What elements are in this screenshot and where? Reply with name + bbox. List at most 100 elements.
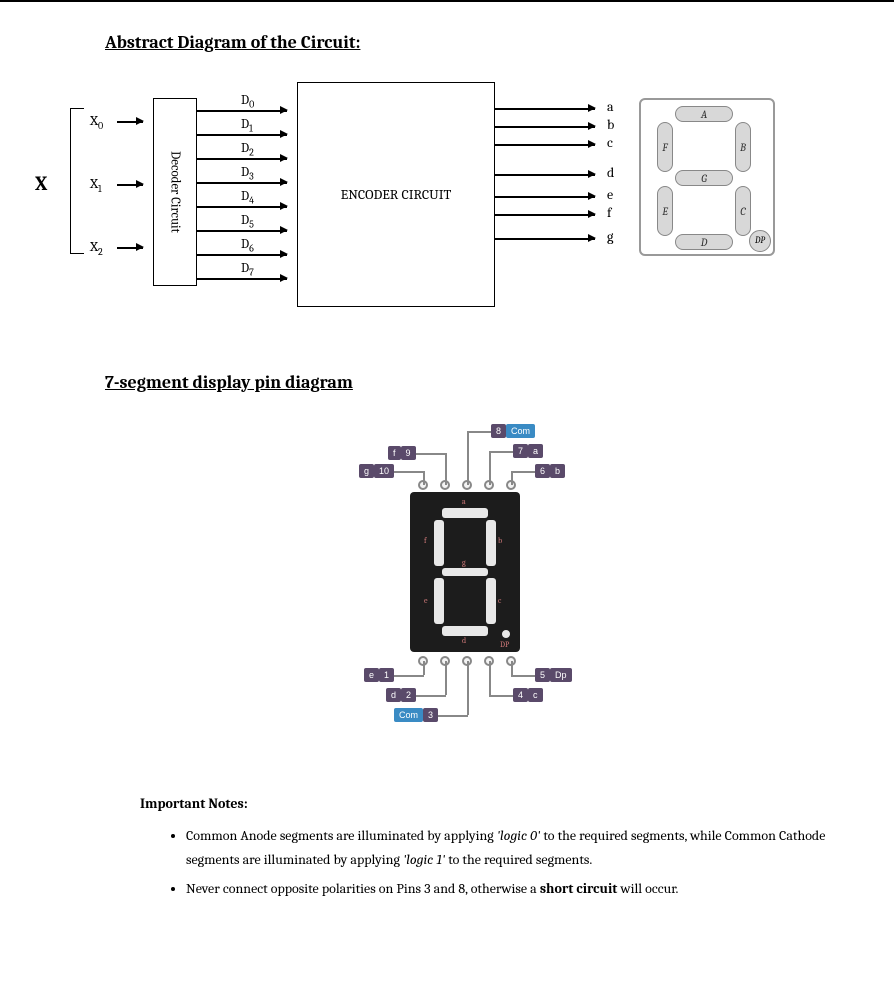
- pin-tag: 2d: [386, 688, 416, 702]
- inner-seg-d: [442, 626, 488, 636]
- pin-wire: [511, 471, 513, 485]
- inner-seg-b: [486, 520, 496, 566]
- output-label: a: [607, 98, 614, 115]
- note-em: 'logic 1': [403, 851, 445, 868]
- note-text: to the required segments.: [445, 851, 592, 868]
- inner-seg-dp: [502, 630, 510, 638]
- display-component: a b c d e f g DP: [410, 492, 520, 652]
- inner-label-f: f: [424, 536, 427, 545]
- d-label: D2: [241, 141, 254, 159]
- inner-label-dp: DP: [500, 640, 509, 649]
- pin-name: Com: [394, 708, 423, 722]
- pin-wire: [423, 661, 425, 675]
- output-line: [495, 108, 595, 110]
- segment-c: C: [735, 186, 751, 236]
- pin-tag: 10g: [359, 464, 394, 478]
- pin-tag: 4c: [513, 688, 543, 702]
- x-input-arrow: [117, 121, 143, 123]
- pin-name: a: [528, 444, 543, 458]
- pin-name: d: [386, 688, 401, 702]
- inner-seg-e: [434, 578, 444, 624]
- notes-heading: Important Notes:: [140, 792, 840, 816]
- x-input-label: X0: [90, 112, 103, 132]
- pin-tag: 9f: [388, 446, 416, 460]
- pin-diagram: a b c d e f g DP 10g9f8Com7a6b 1e2d3Com4…: [300, 412, 620, 742]
- segment-a: A: [675, 106, 733, 122]
- pin-wire: [394, 471, 424, 473]
- decoder-label: Decoder Circuit: [168, 151, 183, 233]
- note-item: Never connect opposite polarities on Pin…: [186, 877, 840, 901]
- pin-name: e: [364, 668, 379, 682]
- segment-dp: DP: [749, 230, 771, 252]
- pin-wire: [416, 453, 446, 455]
- pin-wire: [489, 451, 491, 485]
- output-line: [495, 174, 595, 176]
- pin-number: 7: [513, 444, 528, 458]
- note-item: Common Anode segments are illuminated by…: [186, 824, 840, 872]
- inner-label-a: a: [462, 497, 466, 506]
- pin-tag: 1e: [364, 668, 394, 682]
- segment-f: F: [657, 122, 673, 172]
- d-label: D6: [241, 237, 254, 255]
- d-label: D7: [241, 261, 254, 279]
- output-line: [495, 144, 595, 146]
- pin-wire: [489, 695, 513, 697]
- pin-number: 5: [535, 668, 550, 682]
- x-input-label: X1: [90, 175, 102, 195]
- inner-label-b: b: [498, 536, 502, 545]
- pin-tag: 7a: [513, 444, 543, 458]
- heading-abstract: Abstract Diagram of the Circuit:: [105, 32, 360, 53]
- output-label: f: [607, 204, 611, 221]
- pin-number: 9: [401, 446, 416, 460]
- x-input-arrow: [117, 184, 143, 186]
- inner-label-g: g: [462, 558, 466, 567]
- pin-number: 1: [379, 668, 394, 682]
- inner-label-d: d: [462, 636, 466, 645]
- pin-number: 2: [401, 688, 416, 702]
- d-label: D0: [241, 93, 254, 111]
- note-em: 'logic 0': [497, 827, 540, 844]
- d-label: D3: [241, 165, 254, 183]
- segment-b: B: [735, 122, 751, 172]
- pin-number: 10: [374, 464, 394, 478]
- note-text: Common Anode segments are illuminated by…: [186, 827, 497, 844]
- output-label: b: [607, 116, 614, 133]
- pin-wire: [438, 715, 468, 717]
- important-notes: Important Notes: Common Anode segments a…: [140, 792, 840, 907]
- output-line: [495, 214, 595, 216]
- inner-seg-g: [442, 568, 488, 576]
- output-label: g: [607, 228, 613, 245]
- pin-wire: [423, 471, 425, 485]
- group-label-x: X: [35, 172, 47, 195]
- pin-number: 4: [513, 688, 528, 702]
- note-text: Never connect opposite polarities on Pin…: [186, 880, 540, 897]
- encoder-label: ENCODER CIRCUIT: [341, 186, 452, 203]
- output-label: c: [607, 134, 613, 151]
- pin-wire: [467, 431, 469, 485]
- pin-number: 3: [423, 708, 438, 722]
- output-label: d: [607, 164, 614, 181]
- pin-name: c: [528, 688, 543, 702]
- inner-seg-f: [434, 520, 444, 566]
- pin-name: b: [550, 464, 565, 478]
- pin-wire: [511, 471, 535, 473]
- output-line: [495, 238, 595, 240]
- note-strong: short circuit: [540, 880, 618, 897]
- pin-name: g: [359, 464, 374, 478]
- decoder-block: Decoder Circuit: [153, 98, 197, 286]
- pin-number: 8: [491, 424, 506, 438]
- pin-wire: [467, 431, 491, 433]
- inner-seg-a: [442, 508, 488, 518]
- heading-pin-diagram: 7-segment display pin diagram: [105, 372, 353, 393]
- pin-name: f: [388, 446, 401, 460]
- pin-name: Dp: [550, 668, 572, 682]
- x-input-arrow: [117, 247, 143, 249]
- pin-wire: [445, 453, 447, 485]
- pin-tag: 5Dp: [535, 668, 572, 682]
- inner-label-e: e: [424, 596, 428, 605]
- d-label: D4: [241, 189, 254, 207]
- pin-wire: [416, 695, 446, 697]
- segment-d: D: [675, 234, 733, 250]
- pin-wire: [467, 661, 469, 715]
- pin-wire: [489, 661, 491, 695]
